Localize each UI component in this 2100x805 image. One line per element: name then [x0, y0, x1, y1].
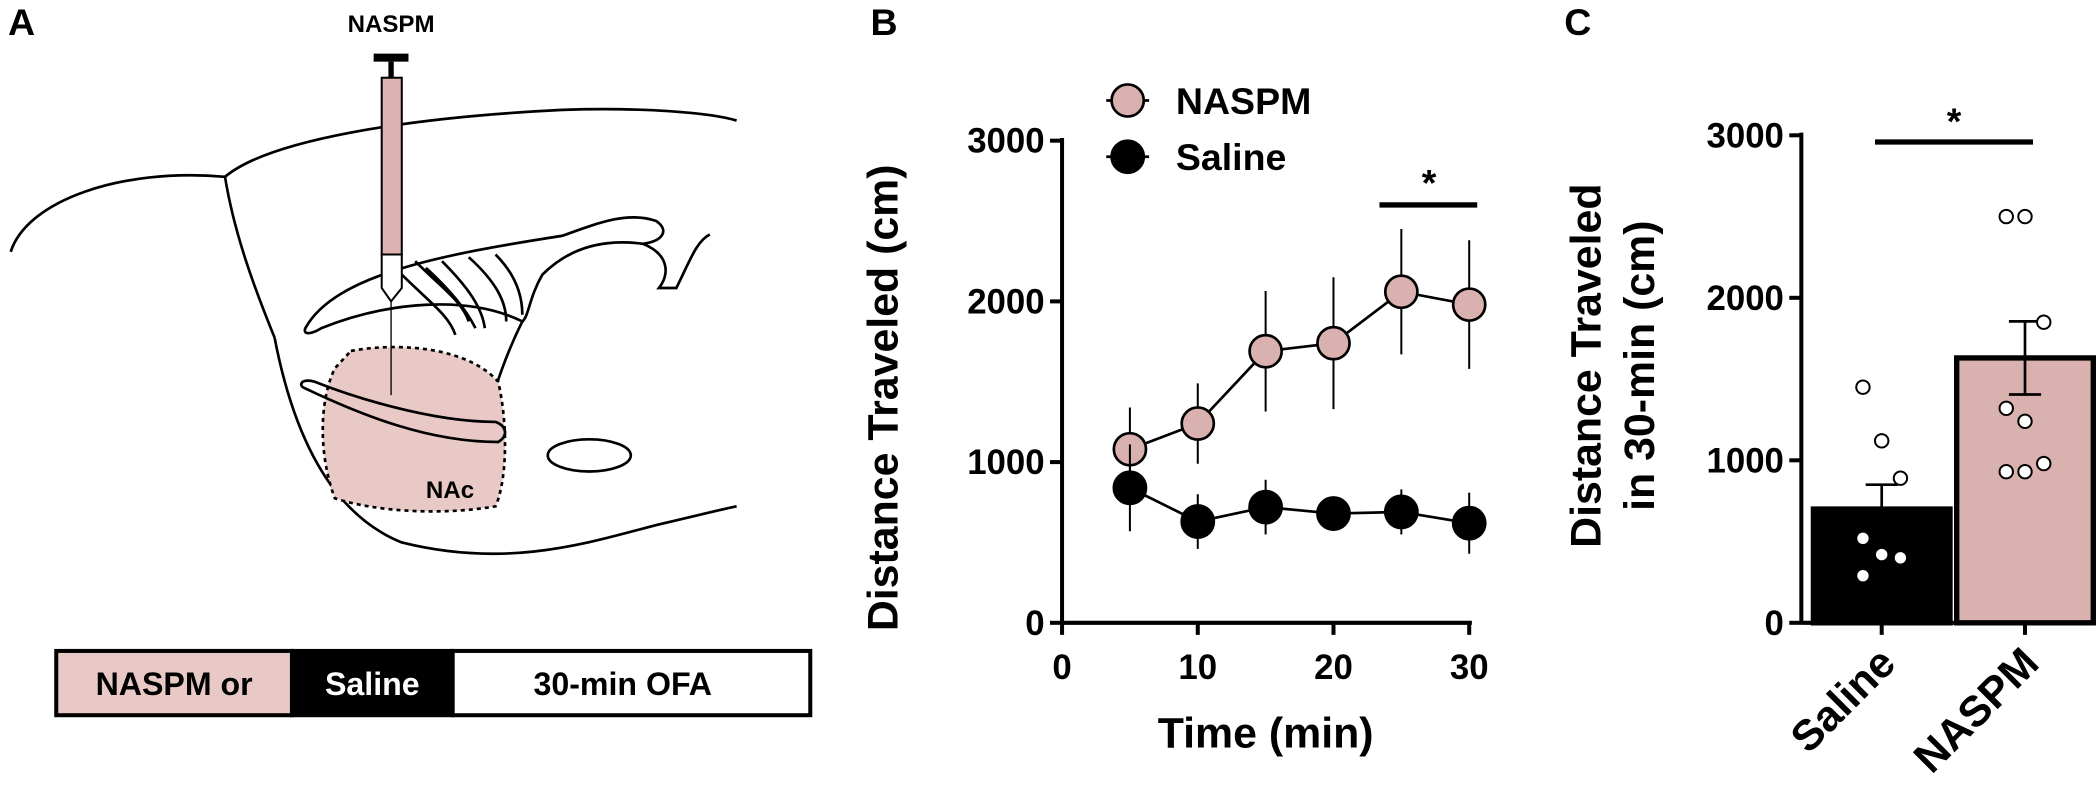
- panel-label: B: [871, 1, 898, 43]
- ventral-outline: [273, 337, 737, 556]
- corpus-callosum: [303, 215, 665, 335]
- y-tick-label: 0: [1765, 604, 1784, 643]
- data-point: [1451, 287, 1487, 323]
- legend-marker: [1110, 139, 1146, 175]
- data-dot: [1998, 463, 2014, 480]
- legend-label: NASPM: [1176, 80, 1311, 122]
- panel-label: C: [1564, 1, 1591, 43]
- region-label: NAc: [426, 477, 474, 504]
- significance-label: *: [1422, 162, 1437, 204]
- data-dot: [1892, 470, 1909, 486]
- data-point: [1316, 496, 1351, 531]
- data-dot: [1873, 546, 1890, 563]
- data-point: [1451, 505, 1487, 541]
- y-tick-label: 2000: [967, 282, 1044, 321]
- data-dot: [2036, 314, 2052, 330]
- timeline-segment: [450, 648, 813, 718]
- ventricle: [642, 233, 711, 290]
- data-dot: [1855, 567, 1871, 584]
- data-dot: [1998, 208, 2014, 225]
- timeline-segment: [54, 648, 294, 718]
- data-dot: [1998, 400, 2014, 417]
- data-point: [1248, 333, 1284, 369]
- legend-marker: [1110, 83, 1146, 118]
- data-dot: [2036, 455, 2052, 472]
- y-tick-label: 1000: [1706, 441, 1783, 480]
- data-dot: [1855, 530, 1871, 547]
- bar: [1810, 506, 1953, 626]
- y-tick-label: 0: [1025, 604, 1044, 643]
- cortex-outline: [224, 107, 737, 178]
- charts: B 0 1000 2000 3000 0 10 20 30 Time (min) Distance …: [859, 1, 2096, 782]
- syringe-tip: [380, 253, 403, 304]
- data-dot: [2017, 463, 2033, 480]
- data-point: [1383, 494, 1419, 530]
- data-dot: [1873, 433, 1890, 449]
- data-point: [1180, 406, 1216, 441]
- striatum-lines: [400, 253, 524, 336]
- x-tick-label: 10: [1178, 648, 1217, 687]
- plunger: [373, 53, 409, 62]
- x-tick-label: NASPM: [1905, 639, 2048, 782]
- timeline-label: 30-min OFA: [534, 666, 713, 702]
- timeline-segment: [289, 648, 455, 718]
- panel-label: A: [8, 1, 35, 43]
- bar: [1954, 355, 2096, 626]
- data-point: [1316, 325, 1351, 361]
- anterior-commissure: [299, 379, 507, 444]
- olfactory-outline: [9, 173, 276, 339]
- syringe-label: NASPM: [348, 11, 435, 38]
- y-tick-label: 2000: [1706, 279, 1783, 318]
- x-tick-label: 20: [1314, 648, 1353, 687]
- significance-label: *: [1947, 100, 1962, 142]
- x-tick-label: Saline: [1782, 639, 1905, 762]
- y-tick-label: 3000: [967, 122, 1044, 161]
- data-point: [1248, 489, 1284, 525]
- x-tick-label: 30: [1450, 648, 1489, 687]
- timeline-label: Saline: [325, 666, 420, 702]
- timeline-label: NASPM or: [96, 666, 254, 702]
- data-point: [1180, 504, 1216, 539]
- data-point: [1112, 470, 1148, 506]
- y-axis-label: Distance Traveled: [1562, 183, 1610, 547]
- y-tick-label: 1000: [967, 443, 1044, 482]
- data-dot: [2017, 413, 2033, 430]
- y-axis-label: in 30-min (cm): [1616, 220, 1664, 510]
- data-point: [1383, 274, 1419, 310]
- data-dot: [2017, 208, 2033, 225]
- data-dot: [1855, 379, 1871, 395]
- panel-a: A NAc NASPM NASPM or Saline 30-min OFA: [8, 1, 813, 718]
- y-tick-label: 3000: [1706, 116, 1783, 155]
- legend-label: Saline: [1176, 136, 1286, 178]
- ellipse-structure: [546, 437, 633, 473]
- x-axis-label: Time (min): [1158, 709, 1374, 757]
- x-tick-label: 0: [1052, 648, 1071, 687]
- syringe-barrel: [380, 76, 403, 256]
- y-axis-label: Distance Traveled (cm): [859, 164, 907, 631]
- data-dot: [1892, 550, 1909, 566]
